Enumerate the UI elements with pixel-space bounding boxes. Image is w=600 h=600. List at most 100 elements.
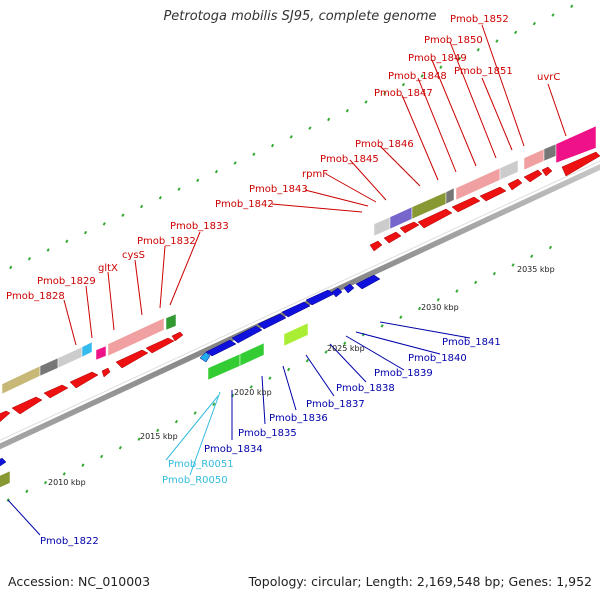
scale-tick: [492, 271, 496, 276]
gene-label[interactable]: Pmob_1843: [249, 184, 308, 195]
cog-block[interactable]: [543, 143, 557, 162]
scale-tick: [417, 306, 422, 311]
gene-label[interactable]: Pmob_1852: [450, 14, 509, 25]
gene-label[interactable]: Pmob_1829: [37, 276, 96, 287]
scale-tick: [514, 30, 518, 35]
gene-label[interactable]: Pmob_1832: [137, 236, 196, 247]
scale-tick: [455, 289, 459, 293]
gene-arrow[interactable]: [451, 196, 481, 213]
cog-block[interactable]: [165, 313, 177, 331]
gene-label[interactable]: uvrC: [537, 72, 560, 83]
gene-arrow[interactable]: [305, 289, 335, 306]
scale-tick: [233, 161, 237, 165]
gene-label[interactable]: Pmob_1839: [374, 368, 433, 379]
scale-tick: [156, 428, 160, 433]
gene-label[interactable]: rpmF: [302, 169, 328, 180]
scale-tick: [214, 169, 219, 174]
scale-label: 2030 kbp: [421, 303, 459, 312]
gene-label[interactable]: Pmob_1845: [320, 154, 379, 165]
scale-tick: [158, 196, 162, 200]
scale-label: 2015 kbp: [140, 432, 178, 441]
gene-label[interactable]: Pmob_1851: [454, 66, 513, 77]
gene-arrow[interactable]: [101, 367, 111, 378]
gene-label[interactable]: Pmob_1837: [306, 399, 365, 410]
cog-block[interactable]: [499, 159, 519, 181]
gene-label[interactable]: gltX: [98, 263, 118, 274]
gene-arrow[interactable]: [523, 169, 543, 183]
scale-tick: [118, 446, 122, 450]
gene-label[interactable]: Pmob_1836: [269, 413, 328, 424]
gene-label[interactable]: Pmob_1833: [170, 221, 229, 232]
gene-arrow[interactable]: [43, 384, 69, 399]
gene-arrow[interactable]: [281, 301, 311, 318]
gene-arrow[interactable]: [507, 178, 523, 191]
gene-arrow[interactable]: [479, 186, 507, 202]
scale-tick: [121, 213, 125, 217]
scale-tick: [383, 91, 387, 96]
cog-block[interactable]: [207, 353, 241, 381]
gene-arrow[interactable]: [69, 371, 99, 389]
forward-strand-track: [0, 151, 600, 427]
cog-block[interactable]: [0, 470, 11, 492]
gene-arrow[interactable]: [257, 313, 287, 330]
scale-tick: [174, 419, 179, 424]
gene-arrow[interactable]: [541, 166, 553, 177]
gene-arrow[interactable]: [145, 337, 175, 354]
gene-label[interactable]: Pmob_1848: [388, 71, 447, 82]
gene-label[interactable]: Pmob_1846: [355, 139, 414, 150]
gene-label[interactable]: Pmob_1850: [424, 35, 483, 46]
scale-tick: [83, 230, 88, 235]
gene-label[interactable]: Pmob_1835: [238, 428, 297, 439]
cog-block[interactable]: [445, 187, 455, 205]
scale-label: 2020 kbp: [234, 388, 272, 397]
gene-arrow[interactable]: [417, 208, 453, 229]
gene-label[interactable]: Pmob_1842: [215, 199, 274, 210]
gene-label[interactable]: Pmob_1847: [374, 88, 433, 99]
cog-block[interactable]: [81, 341, 93, 358]
cog-block[interactable]: [107, 317, 165, 357]
scale-tick: [27, 256, 32, 261]
cog-block[interactable]: [39, 357, 59, 377]
gene-arrow[interactable]: [0, 410, 11, 427]
cog-block[interactable]: [57, 346, 83, 369]
gene-label[interactable]: Pmob_1834: [204, 444, 263, 455]
gene-arrow[interactable]: [355, 274, 381, 290]
gene-arrow[interactable]: [369, 240, 383, 252]
gene-arrow[interactable]: [115, 349, 149, 369]
cog-block[interactable]: [555, 125, 597, 164]
cog-block[interactable]: [523, 148, 545, 171]
gene-label[interactable]: Pmob_1838: [336, 383, 395, 394]
cog-block[interactable]: [283, 322, 309, 347]
gene-label[interactable]: Pmob_1840: [408, 353, 467, 364]
gene-arrow[interactable]: [231, 325, 263, 344]
scale-tick: [308, 126, 312, 130]
gene-arrow[interactable]: [205, 339, 237, 357]
cog-block[interactable]: [373, 216, 391, 237]
gene-label[interactable]: Pmob_1828: [6, 291, 65, 302]
scale-tick: [305, 358, 309, 363]
gene-arrow[interactable]: [383, 231, 402, 244]
rna-label[interactable]: Pmob_R0050: [162, 475, 228, 486]
scale-tick: [270, 143, 275, 148]
cog-block[interactable]: [239, 342, 265, 367]
gene-label[interactable]: cysS: [122, 250, 145, 261]
scale-label: 2025 kbp: [327, 344, 365, 353]
gene-label[interactable]: Pmob_1849: [408, 53, 467, 64]
gene-arrow[interactable]: [343, 283, 355, 294]
gene-arrow[interactable]: [0, 457, 7, 467]
cog-block[interactable]: [1, 365, 41, 395]
rna-label[interactable]: Pmob_R0051: [168, 459, 234, 470]
cog-block[interactable]: [95, 345, 107, 361]
gene-arrow[interactable]: [331, 287, 343, 298]
gene-arrow[interactable]: [11, 396, 43, 415]
gene-label[interactable]: Pmob_1841: [442, 337, 501, 348]
scale-ticks: [6, 4, 574, 502]
gene-arrow[interactable]: [199, 351, 211, 363]
gene-arrow[interactable]: [399, 221, 420, 234]
scale-label: 2035 kbp: [517, 265, 555, 274]
genome-title: Petrotoga mobilis SJ95, complete genome: [163, 9, 437, 24]
gene-label[interactable]: Pmob_1822: [40, 536, 99, 547]
gene-arrow[interactable]: [561, 151, 600, 177]
gene-arrow[interactable]: [171, 331, 184, 342]
